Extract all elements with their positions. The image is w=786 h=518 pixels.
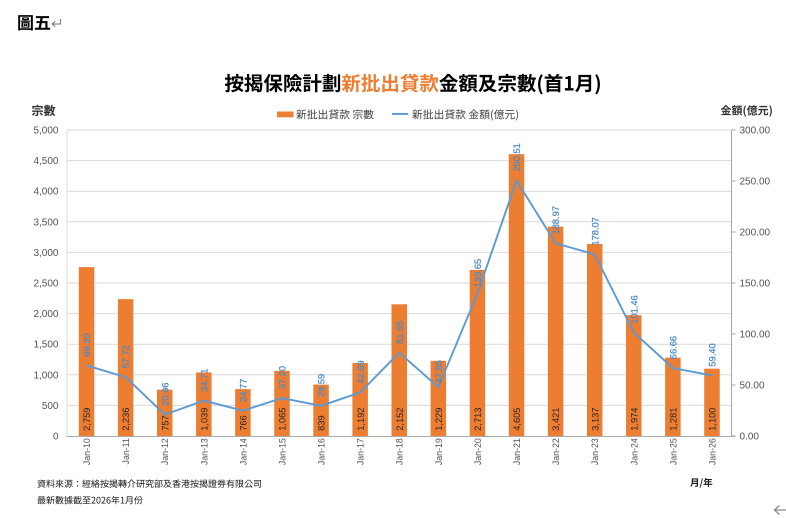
svg-text:Jan-18: Jan-18 <box>395 438 405 465</box>
svg-text:Jan-13: Jan-13 <box>199 438 209 465</box>
svg-text:Jan-20: Jan-20 <box>473 438 483 465</box>
svg-text:37.20: 37.20 <box>278 366 288 389</box>
svg-text:200.00: 200.00 <box>740 228 771 239</box>
svg-text:1,100: 1,100 <box>708 408 718 431</box>
svg-text:Jan-14: Jan-14 <box>238 438 248 465</box>
svg-text:150.00: 150.00 <box>740 279 771 290</box>
svg-text:1,974: 1,974 <box>629 408 639 431</box>
svg-text:178.07: 178.07 <box>590 217 600 245</box>
svg-text:2,713: 2,713 <box>473 408 483 431</box>
svg-text:57.72: 57.72 <box>121 345 131 368</box>
svg-text:Jan-26: Jan-26 <box>707 438 717 465</box>
svg-text:Jan-23: Jan-23 <box>590 438 600 465</box>
svg-text:757: 757 <box>160 415 170 431</box>
svg-text:2,500: 2,500 <box>33 279 58 290</box>
svg-text:100.00: 100.00 <box>740 330 771 341</box>
svg-text:101.46: 101.46 <box>629 295 639 323</box>
svg-text:1,065: 1,065 <box>278 408 288 431</box>
svg-text:300.00: 300.00 <box>740 126 771 137</box>
svg-text:24.77: 24.77 <box>239 379 249 402</box>
svg-text:Jan-12: Jan-12 <box>160 438 170 465</box>
svg-text:Jan-19: Jan-19 <box>434 438 444 465</box>
svg-text:Jan-11: Jan-11 <box>121 438 131 464</box>
svg-text:Jan-17: Jan-17 <box>356 438 366 465</box>
svg-text:Jan-21: Jan-21 <box>512 438 522 465</box>
svg-text:42.69: 42.69 <box>356 360 366 383</box>
svg-text:2,236: 2,236 <box>121 408 131 431</box>
svg-text:1,281: 1,281 <box>668 408 678 431</box>
svg-text:29.59: 29.59 <box>317 374 327 397</box>
svg-text:66.66: 66.66 <box>668 336 678 359</box>
svg-text:1,229: 1,229 <box>434 408 444 431</box>
svg-text:Jan-15: Jan-15 <box>277 438 287 465</box>
svg-text:766: 766 <box>239 415 249 431</box>
svg-text:2,759: 2,759 <box>82 408 92 431</box>
svg-text:4,500: 4,500 <box>33 156 58 167</box>
svg-text:2,000: 2,000 <box>33 309 58 320</box>
svg-text:47.85: 47.85 <box>434 360 444 383</box>
svg-text:Jan-25: Jan-25 <box>668 438 678 465</box>
svg-text:0: 0 <box>53 432 59 443</box>
svg-text:Jan-10: Jan-10 <box>82 438 92 465</box>
svg-text:1,500: 1,500 <box>33 340 58 351</box>
svg-text:69.20: 69.20 <box>82 333 92 356</box>
svg-text:59.40: 59.40 <box>708 343 718 366</box>
svg-text:20.96: 20.96 <box>160 383 170 406</box>
svg-text:4,000: 4,000 <box>33 187 58 198</box>
svg-text:188.97: 188.97 <box>551 206 561 234</box>
svg-text:Jan-16: Jan-16 <box>317 438 327 465</box>
svg-text:4,605: 4,605 <box>512 408 522 431</box>
svg-text:34.71: 34.71 <box>199 369 209 392</box>
svg-text:500: 500 <box>42 401 59 412</box>
svg-text:3,137: 3,137 <box>590 408 600 431</box>
svg-text:3,500: 3,500 <box>33 217 58 228</box>
svg-text:0.00: 0.00 <box>740 432 760 443</box>
svg-text:1,192: 1,192 <box>356 408 366 431</box>
svg-text:3,421: 3,421 <box>551 408 561 431</box>
svg-text:Jan-22: Jan-22 <box>551 438 561 465</box>
svg-text:139.65: 139.65 <box>473 259 483 287</box>
svg-text:5,000: 5,000 <box>33 126 58 137</box>
svg-text:50.00: 50.00 <box>740 381 765 392</box>
svg-text:250.51: 250.51 <box>512 143 522 171</box>
svg-text:839: 839 <box>317 415 327 431</box>
svg-text:1,000: 1,000 <box>33 370 58 381</box>
svg-text:1,039: 1,039 <box>199 408 209 431</box>
svg-text:Jan-24: Jan-24 <box>629 438 639 465</box>
svg-text:81.65: 81.65 <box>395 321 405 344</box>
svg-text:2,152: 2,152 <box>395 408 405 431</box>
svg-text:3,000: 3,000 <box>33 248 58 259</box>
svg-text:250.00: 250.00 <box>740 177 771 188</box>
